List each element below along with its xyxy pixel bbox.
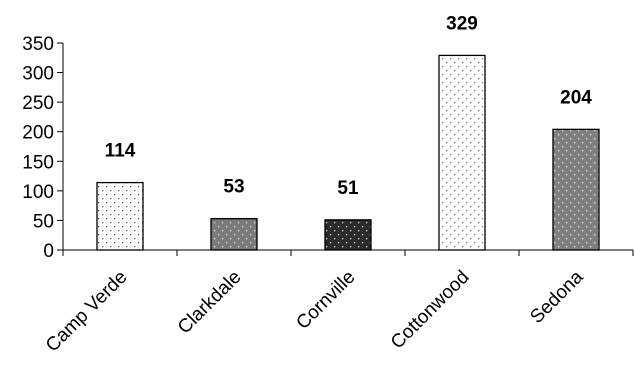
y-tick-label: 250 bbox=[22, 93, 54, 114]
category-label: Cornville bbox=[292, 267, 359, 334]
data-label: 329 bbox=[446, 13, 478, 34]
bars bbox=[96, 54, 600, 251]
bar bbox=[438, 54, 486, 251]
data-label: 114 bbox=[105, 141, 136, 162]
y-tick-label: 150 bbox=[22, 152, 54, 173]
y-tick-label: 50 bbox=[33, 211, 54, 232]
category-label: Camp Verde bbox=[42, 267, 132, 357]
x-axis bbox=[62, 249, 634, 256]
category-label: Sedona bbox=[526, 266, 587, 327]
bar bbox=[552, 128, 600, 251]
data-labels: 114 53 51 329 204 bbox=[105, 13, 593, 198]
category-labels: Camp Verde Clarkdale Cornville Cottonwood Se… bbox=[42, 266, 588, 356]
data-label: 204 bbox=[560, 87, 592, 108]
y-tick-label: 200 bbox=[22, 123, 54, 144]
y-tick-label: 300 bbox=[22, 64, 54, 85]
y-tick-label: 0 bbox=[43, 241, 54, 262]
data-label: 53 bbox=[223, 177, 244, 198]
y-tick-label: 350 bbox=[22, 34, 54, 55]
bar bbox=[210, 218, 258, 251]
bar bbox=[96, 181, 144, 251]
category-label: Cottonwood bbox=[387, 267, 474, 354]
y-tick-label: 100 bbox=[22, 182, 54, 203]
bar bbox=[324, 219, 372, 251]
data-label: 51 bbox=[337, 178, 359, 199]
y-axis: 0 50 100 150 200 250 300 350 bbox=[22, 34, 64, 262]
category-label: Clarkdale bbox=[174, 267, 246, 339]
